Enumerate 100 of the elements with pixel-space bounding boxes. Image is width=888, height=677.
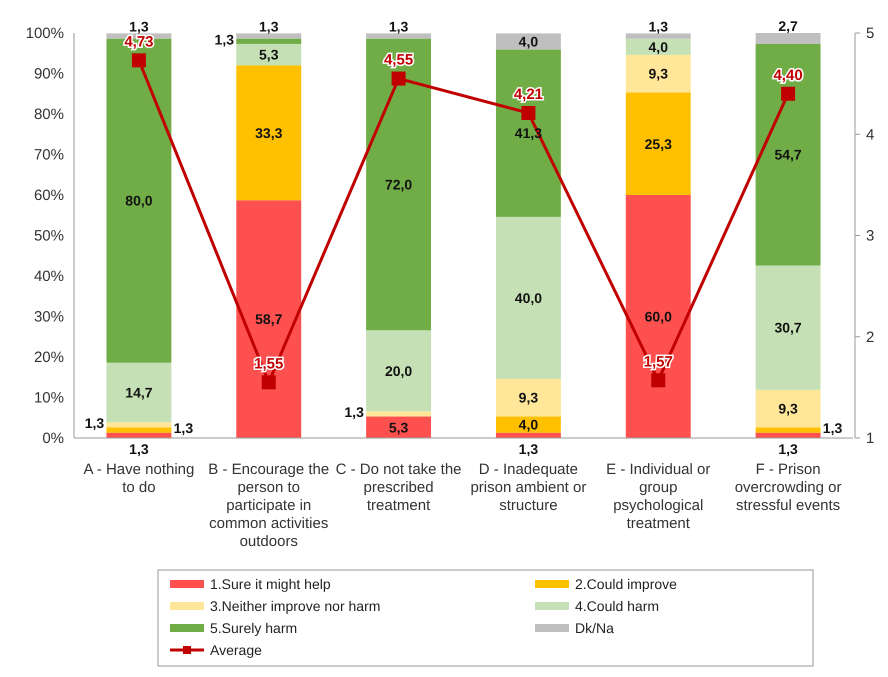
- data-label: 1,3: [648, 18, 668, 34]
- bar: [756, 44, 821, 266]
- data-label: 1,3: [129, 18, 149, 34]
- data-label: 1,3: [174, 420, 194, 436]
- bar: [106, 427, 172, 433]
- point: [521, 106, 536, 120]
- y-tick-label: 40%: [34, 268, 64, 285]
- point: [392, 72, 406, 86]
- legend-label: 2.Could improve: [575, 576, 678, 592]
- data-label: 30,7: [774, 320, 802, 336]
- y-tick-label: 70%: [34, 146, 64, 164]
- y-tick-label: 20%: [34, 349, 64, 366]
- bar: [756, 432, 821, 438]
- bar: [756, 265, 821, 390]
- data-label: 20,0: [384, 362, 412, 379]
- y-tick-label: 30%: [34, 308, 64, 326]
- y2-tick-label: 1: [866, 430, 874, 447]
- data-label: 1,57: [644, 353, 673, 370]
- bar: [756, 390, 821, 428]
- bar: [236, 44, 302, 66]
- data-label: 1,3: [259, 18, 279, 34]
- bar: [496, 432, 561, 438]
- legend-label: 3.Neither improve nor harm: [210, 598, 380, 614]
- y-tick-label: 60%: [34, 187, 64, 204]
- data-label: 60,0: [644, 308, 672, 324]
- y-tick-label: 90%: [34, 66, 64, 82]
- y-tick-label: 80%: [34, 106, 64, 123]
- data-label: 9,3: [778, 400, 798, 417]
- data-label: 1,55: [254, 355, 284, 372]
- bar: [236, 38, 302, 44]
- bar: [496, 378, 561, 417]
- data-label: 4,21: [514, 86, 544, 103]
- bar: [366, 416, 432, 438]
- bar: [496, 50, 561, 217]
- data-label: 1,3: [388, 18, 409, 34]
- y2-tick-label: 2: [866, 328, 874, 346]
- bar: [756, 427, 821, 433]
- x-tick-label: C - Do not take the prescribed treatment: [336, 461, 462, 514]
- point: [132, 53, 146, 68]
- bar: [626, 92, 691, 195]
- bar: [366, 38, 432, 330]
- x-tick-label: F - Prison overcrowding or stressful events: [734, 461, 842, 514]
- bar: [366, 330, 432, 412]
- bar: [106, 362, 172, 422]
- bar: [626, 54, 691, 93]
- data-label: 1,3: [344, 404, 364, 420]
- data-label: 58,7: [255, 311, 283, 328]
- legend-label: 5.Surely harm: [210, 620, 298, 636]
- y2-tick-label: 3: [866, 228, 874, 244]
- data-label: 4,0: [518, 34, 538, 50]
- bar: [626, 195, 691, 438]
- legend-label: 4.Could harm: [575, 598, 660, 614]
- x-tick-label: D - Inadequate prison ambient or structure: [470, 461, 586, 514]
- legend-label: 1.Sure it might help: [210, 576, 331, 592]
- data-label: 40,0: [514, 290, 542, 306]
- data-label: 4,0: [518, 416, 538, 433]
- bar: [756, 33, 821, 44]
- y-tick-label: 50%: [34, 228, 64, 244]
- data-label: 33,3: [255, 124, 283, 141]
- x-tick-label: E - Individual or group psychological treatment: [606, 461, 710, 532]
- bar: [366, 33, 432, 39]
- bar: [236, 33, 302, 39]
- bar: [366, 411, 432, 417]
- data-label: 1,3: [822, 420, 842, 436]
- data-label: 1,3: [214, 31, 234, 48]
- y2-tick-label: 4: [866, 126, 874, 144]
- bar: [496, 216, 561, 379]
- legend-label: Dk/Na: [575, 620, 614, 636]
- data-label: 1,3: [129, 441, 149, 457]
- data-label: 1,3: [84, 414, 104, 431]
- data-label: 4,55: [384, 52, 414, 69]
- data-label: 54,7: [774, 146, 802, 163]
- x-tick-label: B - Encourage the person to participate in common activities outdoors: [208, 461, 330, 550]
- y-tick-label: 0%: [42, 430, 64, 447]
- y2-tick-label: 5: [866, 25, 874, 42]
- point: [262, 375, 276, 390]
- data-label: 1,3: [518, 441, 538, 457]
- bar: [236, 200, 302, 438]
- bar: [106, 422, 172, 428]
- data-label: 4,0: [648, 38, 668, 55]
- data-label: 4,40: [773, 66, 803, 84]
- y-tick-label: 100%: [26, 25, 64, 42]
- point: [781, 86, 796, 101]
- data-label: 25,3: [644, 136, 672, 152]
- data-label: 80,0: [125, 192, 153, 209]
- bar: [626, 33, 691, 39]
- data-label: 9,3: [518, 390, 538, 406]
- data-label: 72,0: [384, 176, 412, 192]
- point: [651, 373, 666, 388]
- data-label: 2,7: [778, 18, 798, 34]
- data-label: 1,3: [778, 441, 798, 457]
- data-label: 14,7: [125, 384, 153, 400]
- data-label: 9,3: [648, 66, 668, 82]
- data-label: 5,3: [259, 46, 279, 63]
- bar: [236, 65, 302, 200]
- bar: [626, 38, 691, 55]
- x-tick-label: A - Have nothing to do: [83, 461, 194, 496]
- y-tick-label: 10%: [34, 390, 64, 406]
- data-label: 5,3: [388, 419, 409, 436]
- data-label: 4,73: [124, 33, 154, 50]
